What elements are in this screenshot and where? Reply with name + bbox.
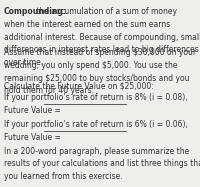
Text: Future Value =: Future Value = xyxy=(4,106,63,115)
Text: In a 200-word paragraph, please summarize the: In a 200-word paragraph, please summariz… xyxy=(4,147,189,156)
Text: remaining $25,000 to buy stocks/bonds and you: remaining $25,000 to buy stocks/bonds an… xyxy=(4,74,189,83)
Text: Compounding:: Compounding: xyxy=(4,7,67,16)
Text: when the interest earned on the sum earns: when the interest earned on the sum earn… xyxy=(4,20,170,29)
Text: Future Value =: Future Value = xyxy=(4,133,63,142)
Text: If your portfolio’s rate of return is 8% (i = 0.08),: If your portfolio’s rate of return is 8%… xyxy=(4,94,187,102)
Text: wedding, you only spend $5,000. You use the: wedding, you only spend $5,000. You use … xyxy=(4,61,177,70)
Text: additional interest. Because of compounding, small: additional interest. Because of compound… xyxy=(4,33,200,42)
Text: Calculate the Future Value on $25,000:: Calculate the Future Value on $25,000: xyxy=(4,81,153,90)
Text: over time.: over time. xyxy=(4,58,43,67)
Text: you learned from this exercise.: you learned from this exercise. xyxy=(4,172,122,181)
Text: differences in interest rates lead to big differences: differences in interest rates lead to bi… xyxy=(4,45,198,54)
Text: hold them for 40 years.: hold them for 40 years. xyxy=(4,86,94,95)
Text: If your portfolio’s rate of return is 6% (i = 0.06),: If your portfolio’s rate of return is 6%… xyxy=(4,120,187,129)
Text: results of your calculations and list three things that: results of your calculations and list th… xyxy=(4,159,200,168)
Text: the accumulation of a sum of money: the accumulation of a sum of money xyxy=(34,7,177,16)
Text: Assume that instead of spending $30,000 on your: Assume that instead of spending $30,000 … xyxy=(4,48,196,57)
